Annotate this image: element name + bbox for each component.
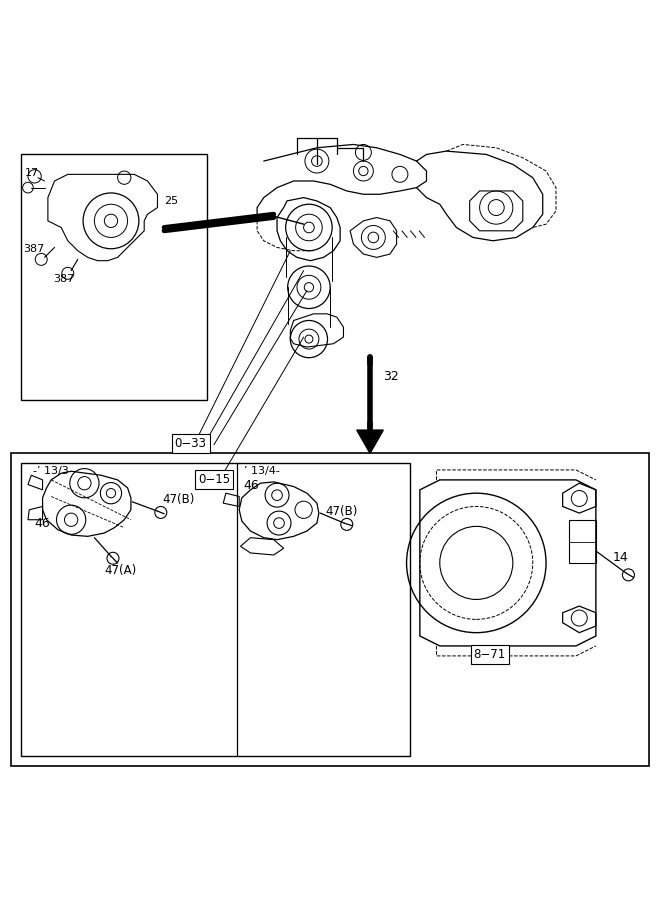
- Text: 25: 25: [164, 196, 178, 206]
- Bar: [11, 454, 649, 766]
- Text: 46: 46: [35, 517, 50, 529]
- Text: 47(B): 47(B): [162, 493, 195, 507]
- Bar: [21, 464, 410, 755]
- Bar: [21, 155, 207, 400]
- Polygon shape: [357, 430, 384, 454]
- Text: 47(B): 47(B): [325, 505, 358, 518]
- Text: 46: 46: [244, 480, 259, 492]
- Bar: [570, 519, 596, 562]
- Text: 32: 32: [384, 371, 399, 383]
- Text: -’ 13/3: -’ 13/3: [33, 466, 69, 476]
- Text: 387: 387: [23, 244, 45, 254]
- Text: 8−71: 8−71: [474, 648, 506, 662]
- Text: 0−33: 0−33: [175, 436, 207, 450]
- Text: 17: 17: [25, 168, 39, 178]
- Text: 387: 387: [53, 274, 75, 284]
- Text: 0−15: 0−15: [198, 473, 230, 486]
- Text: 47(A): 47(A): [104, 564, 137, 578]
- Text: 14: 14: [612, 551, 628, 564]
- Text: ’ 13/4-: ’ 13/4-: [244, 466, 279, 476]
